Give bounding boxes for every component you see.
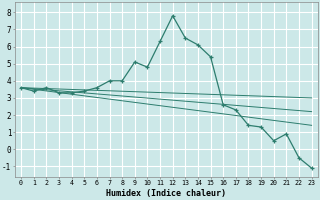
X-axis label: Humidex (Indice chaleur): Humidex (Indice chaleur) bbox=[106, 189, 226, 198]
